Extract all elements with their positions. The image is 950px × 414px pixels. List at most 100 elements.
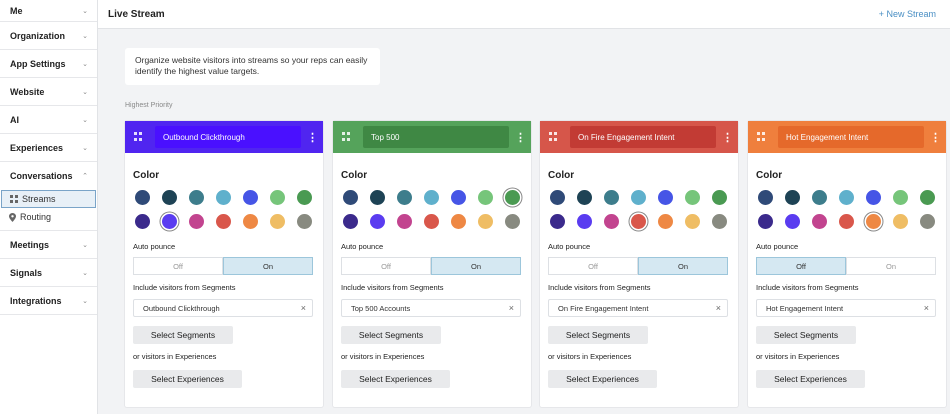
select-experiences-button[interactable]: Select Experiences [133, 370, 242, 388]
color-swatch[interactable] [712, 190, 727, 205]
color-swatch[interactable] [270, 214, 285, 229]
close-icon[interactable]: × [715, 303, 721, 313]
segment-chip[interactable]: Hot Engagement Intent × [756, 299, 936, 317]
color-swatch[interactable] [631, 190, 646, 205]
color-swatch[interactable] [343, 190, 358, 205]
color-swatch[interactable] [505, 214, 520, 229]
select-experiences-button[interactable]: Select Experiences [341, 370, 450, 388]
color-swatch[interactable] [812, 214, 827, 229]
color-swatch[interactable] [424, 190, 439, 205]
color-swatch[interactable] [162, 190, 177, 205]
close-icon[interactable]: × [923, 303, 929, 313]
close-icon[interactable]: × [508, 303, 514, 313]
nav-ai[interactable]: AI ⌄ [0, 106, 97, 134]
color-swatch[interactable] [550, 190, 565, 205]
toggle-on-button[interactable]: On [638, 257, 728, 275]
color-swatch[interactable] [712, 214, 727, 229]
toggle-on-button[interactable]: On [223, 257, 313, 275]
color-swatch[interactable] [135, 190, 150, 205]
kebab-menu-icon[interactable]: ⋮ [722, 131, 733, 144]
color-swatch[interactable] [577, 214, 592, 229]
color-swatch[interactable] [343, 214, 358, 229]
toggle-off-button[interactable]: Off [548, 257, 638, 275]
toggle-off-button[interactable]: Off [341, 257, 431, 275]
select-experiences-button[interactable]: Select Experiences [756, 370, 865, 388]
color-swatch[interactable] [920, 190, 935, 205]
color-swatch[interactable] [658, 214, 673, 229]
color-swatch[interactable] [243, 190, 258, 205]
color-swatch[interactable] [451, 214, 466, 229]
stream-name-input[interactable]: On Fire Engagement Intent [570, 126, 716, 148]
nav-website[interactable]: Website ⌄ [0, 78, 97, 106]
color-swatch[interactable] [866, 190, 881, 205]
color-swatch[interactable] [685, 190, 700, 205]
toggle-on-button[interactable]: On [431, 257, 521, 275]
color-swatch[interactable] [135, 214, 150, 229]
kebab-menu-icon[interactable]: ⋮ [930, 131, 941, 144]
segment-chip[interactable]: Outbound Clickthrough × [133, 299, 313, 317]
new-stream-button[interactable]: + New Stream [878, 9, 936, 19]
color-swatch[interactable] [604, 190, 619, 205]
color-swatch[interactable] [785, 214, 800, 229]
select-segments-button[interactable]: Select Segments [548, 326, 648, 344]
color-swatch[interactable] [216, 190, 231, 205]
toggle-off-button[interactable]: Off [133, 257, 223, 275]
color-swatch[interactable] [785, 190, 800, 205]
nav-integrations[interactable]: Integrations ⌄ [0, 287, 97, 315]
sidebar-item-routing[interactable]: Routing [0, 208, 97, 226]
color-swatch[interactable] [451, 190, 466, 205]
select-segments-button[interactable]: Select Segments [133, 326, 233, 344]
nav-experiences[interactable]: Experiences ⌄ [0, 134, 97, 162]
color-swatch[interactable] [812, 190, 827, 205]
color-swatch[interactable] [577, 190, 592, 205]
close-icon[interactable]: × [300, 303, 306, 313]
color-swatch[interactable] [162, 214, 177, 229]
nav-meetings[interactable]: Meetings ⌄ [0, 231, 97, 259]
color-swatch[interactable] [604, 214, 619, 229]
toggle-on-button[interactable]: On [846, 257, 936, 275]
color-swatch[interactable] [550, 214, 565, 229]
nav-organization[interactable]: Organization ⌄ [0, 22, 97, 50]
color-swatch[interactable] [658, 190, 673, 205]
color-swatch[interactable] [758, 214, 773, 229]
select-segments-button[interactable]: Select Segments [341, 326, 441, 344]
drag-handle-icon[interactable] [757, 132, 767, 142]
select-segments-button[interactable]: Select Segments [756, 326, 856, 344]
color-swatch[interactable] [370, 214, 385, 229]
color-swatch[interactable] [866, 214, 881, 229]
select-experiences-button[interactable]: Select Experiences [548, 370, 657, 388]
color-swatch[interactable] [370, 190, 385, 205]
kebab-menu-icon[interactable]: ⋮ [515, 131, 526, 144]
nav-app-settings[interactable]: App Settings ⌄ [0, 50, 97, 78]
color-swatch[interactable] [189, 190, 204, 205]
drag-handle-icon[interactable] [549, 132, 559, 142]
sidebar-item-streams[interactable]: Streams [1, 190, 96, 208]
segment-chip[interactable]: Top 500 Accounts × [341, 299, 521, 317]
color-swatch[interactable] [893, 214, 908, 229]
nav-me[interactable]: Me ⌄ [0, 0, 97, 22]
segment-chip[interactable]: On Fire Engagement Intent × [548, 299, 728, 317]
color-swatch[interactable] [270, 190, 285, 205]
color-swatch[interactable] [685, 214, 700, 229]
nav-conversations[interactable]: Conversations ⌃ [0, 162, 97, 190]
color-swatch[interactable] [216, 214, 231, 229]
color-swatch[interactable] [839, 214, 854, 229]
color-swatch[interactable] [505, 190, 520, 205]
kebab-menu-icon[interactable]: ⋮ [307, 131, 318, 144]
color-swatch[interactable] [424, 214, 439, 229]
drag-handle-icon[interactable] [342, 132, 352, 142]
color-swatch[interactable] [920, 214, 935, 229]
toggle-off-button[interactable]: Off [756, 257, 846, 275]
stream-name-input[interactable]: Top 500 [363, 126, 509, 148]
stream-name-input[interactable]: Outbound Clickthrough [155, 126, 301, 148]
nav-signals[interactable]: Signals ⌄ [0, 259, 97, 287]
drag-handle-icon[interactable] [134, 132, 144, 142]
color-swatch[interactable] [397, 214, 412, 229]
color-swatch[interactable] [758, 190, 773, 205]
color-swatch[interactable] [631, 214, 646, 229]
color-swatch[interactable] [397, 190, 412, 205]
color-swatch[interactable] [189, 214, 204, 229]
color-swatch[interactable] [893, 190, 908, 205]
color-swatch[interactable] [478, 214, 493, 229]
color-swatch[interactable] [478, 190, 493, 205]
